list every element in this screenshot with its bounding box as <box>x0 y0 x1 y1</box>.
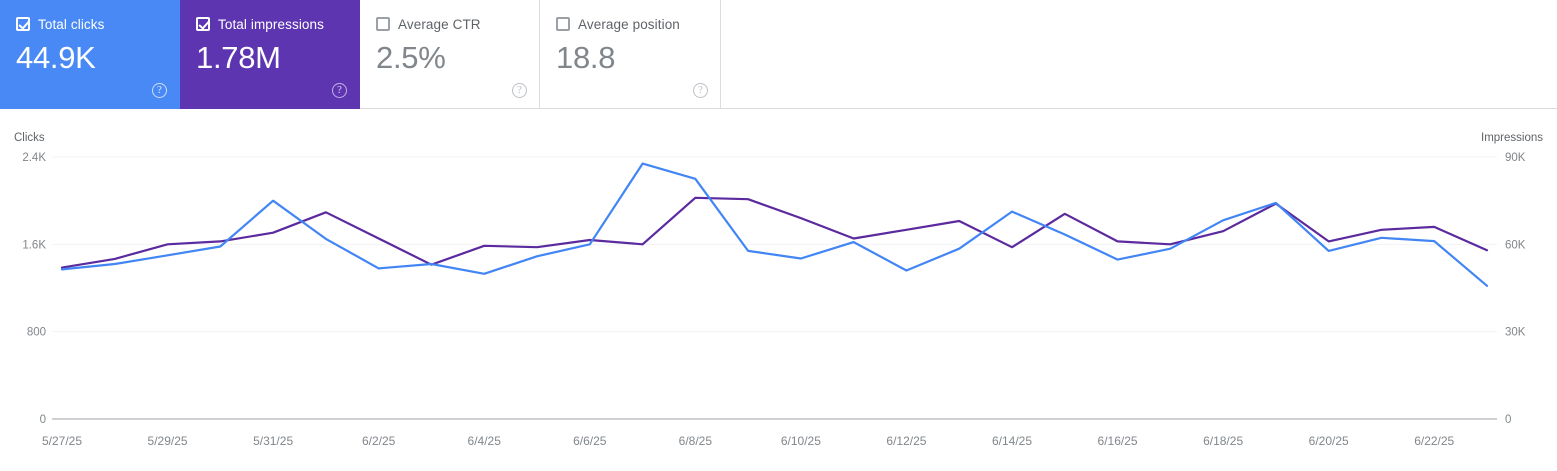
x-tick-label: 6/6/25 <box>573 434 607 448</box>
metric-card-average-ctr[interactable]: Average CTR 2.5% ? <box>360 0 540 109</box>
x-tick-label: 6/4/25 <box>468 434 502 448</box>
y-axis-title-impressions: Impressions <box>1481 132 1543 144</box>
checkbox-total-impressions[interactable] <box>196 17 210 31</box>
x-tick-label: 6/2/25 <box>362 434 396 448</box>
checkbox-total-clicks[interactable] <box>16 17 30 31</box>
y-tick-label-left: 1.6K <box>22 239 46 251</box>
metric-card-header: Average CTR <box>376 16 525 32</box>
checkbox-average-position[interactable] <box>556 17 570 31</box>
x-tick-label: 6/16/25 <box>1098 434 1138 448</box>
metric-label: Total impressions <box>218 16 324 32</box>
x-tick-label: 6/14/25 <box>992 434 1032 448</box>
y-tick-label-right: 60K <box>1505 239 1526 251</box>
x-tick-label: 6/22/25 <box>1414 434 1454 448</box>
x-tick-label: 6/20/25 <box>1309 434 1349 448</box>
metric-card-header: Average position <box>556 16 706 32</box>
y-tick-label-left: 2.4K <box>22 152 46 164</box>
metric-card-total-clicks[interactable]: Total clicks 44.9K ? <box>0 0 180 109</box>
series-line-impressions[interactable] <box>60 196 1489 269</box>
chart-canvas: Clicks Impressions 0 0 800 30K 1.6K 60K 2.4K 90K 5… <box>14 132 1543 448</box>
performance-line-chart[interactable]: Clicks Impressions 0 0 800 30K 1.6K 60K 2.4K 90K 5… <box>0 109 1557 471</box>
metric-value: 1.78M <box>196 40 281 75</box>
x-tick-label: 6/12/25 <box>886 434 926 448</box>
metric-label: Average position <box>578 16 680 32</box>
metric-card-average-position[interactable]: Average position 18.8 ? <box>540 0 721 109</box>
y-tick-label-right: 90K <box>1505 152 1526 164</box>
help-icon[interactable]: ? <box>512 83 527 98</box>
metric-card-total-impressions[interactable]: Total impressions 1.78M ? <box>180 0 360 109</box>
metric-label: Total clicks <box>38 16 105 32</box>
metric-value: 18.8 <box>556 40 616 75</box>
checkbox-average-ctr[interactable] <box>376 17 390 31</box>
metric-value: 2.5% <box>376 40 446 75</box>
x-tick-label: 6/10/25 <box>781 434 821 448</box>
metric-label: Average CTR <box>398 16 481 32</box>
x-tick-label: 5/31/25 <box>253 434 293 448</box>
metric-card-header: Total impressions <box>196 16 345 32</box>
series-line-clicks[interactable] <box>60 162 1489 287</box>
help-icon[interactable]: ? <box>152 83 167 98</box>
y-tick-label-left: 800 <box>27 327 46 339</box>
header-filler <box>721 0 1557 109</box>
y-axis-title-clicks: Clicks <box>14 132 45 144</box>
help-icon[interactable]: ? <box>332 83 347 98</box>
x-tick-label: 5/29/25 <box>148 434 188 448</box>
metric-card-header: Total clicks <box>16 16 165 32</box>
x-tick-label: 6/18/25 <box>1203 434 1243 448</box>
y-tick-label-right: 30K <box>1505 327 1526 339</box>
help-icon[interactable]: ? <box>693 83 708 98</box>
x-tick-label: 6/8/25 <box>679 434 713 448</box>
y-tick-label-left: 0 <box>40 414 46 426</box>
metrics-card-row: Total clicks 44.9K ? Total impressions 1… <box>0 0 721 109</box>
metric-value: 44.9K <box>16 40 96 75</box>
y-tick-label-right: 0 <box>1505 414 1511 426</box>
x-tick-label: 5/27/25 <box>42 434 82 448</box>
